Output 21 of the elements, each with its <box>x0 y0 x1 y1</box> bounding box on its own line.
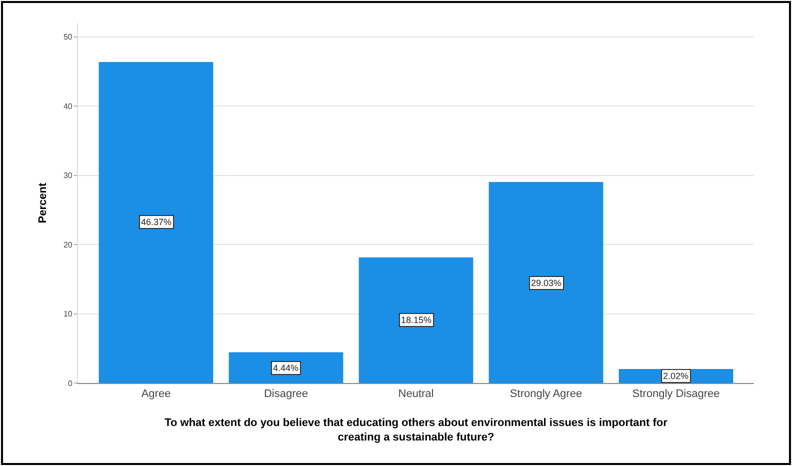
x-tick-label: Disagree <box>264 388 308 400</box>
x-tick-label: Neutral <box>398 388 434 400</box>
data-label: 46.37% <box>141 217 172 227</box>
y-tick-label: 30 <box>63 171 73 180</box>
data-label: 4.44% <box>273 363 299 373</box>
x-tick-label: Strongly Agree <box>510 388 582 400</box>
x-axis-title: To what extent do you believe that educating others about environmental issues is important for creating a sustainable future? <box>164 417 668 444</box>
data-label: 18.15% <box>401 315 432 325</box>
y-tick-label: 0 <box>68 378 73 388</box>
bar <box>98 62 214 383</box>
y-tick-label: 40 <box>63 102 73 111</box>
y-tick-label: 50 <box>63 32 73 42</box>
data-label: 2.02% <box>663 371 689 381</box>
y-tick-label: 20 <box>63 240 73 250</box>
y-axis-title: Percent <box>37 182 49 224</box>
y-tick-label: 10 <box>63 310 73 319</box>
x-tick-label: Strongly Disagree <box>632 388 720 400</box>
bar <box>358 257 474 383</box>
x-tick-label: Agree <box>141 388 171 400</box>
bar <box>488 182 604 383</box>
data-label: 29.03% <box>531 278 562 288</box>
